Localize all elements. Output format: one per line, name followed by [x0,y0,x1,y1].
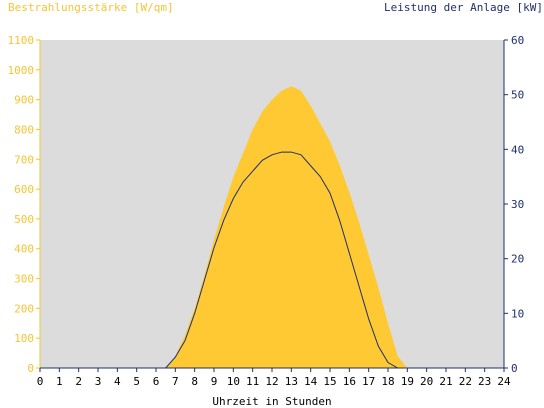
x-tick-label: 3 [95,375,102,388]
right-tick-label: 10 [511,307,524,320]
x-tick-label: 1 [56,375,63,388]
left-tick-label: 100 [14,332,34,345]
right-tick-label: 30 [511,198,524,211]
x-tick-label: 23 [478,375,491,388]
x-tick-label: 16 [343,375,356,388]
right-tick-label: 60 [511,34,524,47]
right-tick-label: 0 [511,362,518,375]
x-tick-label: 4 [114,375,121,388]
x-tick-label: 24 [497,375,511,388]
left-tick-label: 1000 [8,64,35,77]
x-tick-label: 10 [227,375,240,388]
right-tick-label: 20 [511,253,524,266]
x-tick-label: 18 [381,375,394,388]
left-tick-label: 500 [14,213,34,226]
left-tick-label: 900 [14,94,34,107]
right-tick-label: 50 [511,89,524,102]
x-tick-label: 22 [459,375,472,388]
left-axis-title: Bestrahlungsstärke [W/qm] [8,1,174,14]
right-axis-title: Leistung der Anlage [kW] [384,1,543,14]
x-tick-label: 19 [401,375,414,388]
left-tick-label: 300 [14,273,34,286]
left-tick-label: 0 [27,362,34,375]
left-tick-label: 600 [14,183,34,196]
x-tick-label: 0 [37,375,44,388]
left-tick-label: 400 [14,243,34,256]
x-tick-label: 13 [285,375,298,388]
x-tick-label: 9 [211,375,218,388]
x-tick-label: 21 [439,375,452,388]
x-tick-label: 8 [191,375,198,388]
x-tick-label: 12 [265,375,278,388]
left-tick-label: 1100 [8,34,35,47]
x-tick-label: 5 [133,375,140,388]
left-tick-label: 700 [14,153,34,166]
x-tick-label: 14 [304,375,318,388]
x-tick-label: 15 [323,375,336,388]
left-tick-label: 200 [14,302,34,315]
right-tick-label: 40 [511,143,524,156]
x-axis-label: Uhrzeit in Stunden [212,395,331,408]
x-tick-label: 2 [75,375,82,388]
x-tick-label: 20 [420,375,433,388]
x-tick-label: 6 [153,375,160,388]
x-tick-label: 17 [362,375,375,388]
power-line [40,151,504,369]
left-tick-label: 800 [14,123,34,136]
irradiance-area [165,86,408,368]
x-tick-label: 11 [246,375,259,388]
x-tick-label: 7 [172,375,179,388]
